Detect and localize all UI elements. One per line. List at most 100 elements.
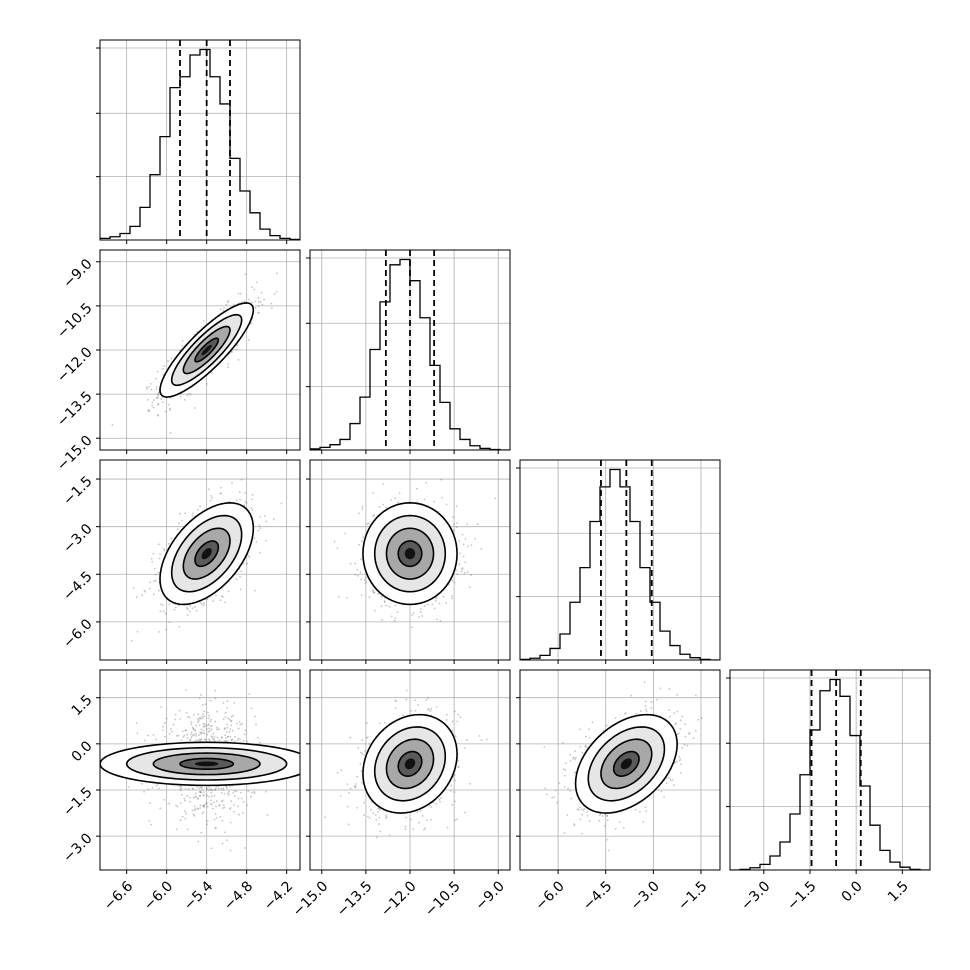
scatter-point bbox=[463, 747, 466, 749]
scatter-point bbox=[152, 593, 155, 596]
scatter-point bbox=[233, 701, 236, 704]
scatter-point bbox=[558, 782, 561, 785]
scatter-point bbox=[208, 795, 210, 798]
scatter-point bbox=[244, 492, 246, 494]
scatter-point bbox=[372, 812, 375, 815]
scatter-point bbox=[191, 809, 194, 812]
scatter-point bbox=[197, 798, 200, 800]
scatter-point bbox=[243, 739, 245, 742]
scatter-point bbox=[179, 788, 182, 791]
scatter-point bbox=[356, 806, 359, 809]
scatter-point bbox=[455, 569, 457, 572]
scatter-point bbox=[458, 563, 461, 565]
scatter-point bbox=[383, 601, 386, 604]
contour-line bbox=[182, 527, 231, 580]
scatter-point bbox=[210, 371, 213, 374]
scatter-point bbox=[216, 726, 218, 729]
scatter-point bbox=[412, 827, 415, 830]
scatter-point bbox=[206, 711, 209, 714]
scatter-point bbox=[202, 604, 205, 607]
scatter-panel-0-2 bbox=[96, 459, 301, 664]
scatter-point bbox=[226, 723, 228, 726]
scatter-point bbox=[197, 797, 200, 800]
scatter-point bbox=[179, 785, 181, 788]
scatter-point bbox=[494, 497, 497, 500]
scatter-point bbox=[465, 739, 468, 742]
scatter-point bbox=[192, 727, 195, 730]
scatter-point bbox=[224, 734, 227, 736]
scatter-point bbox=[198, 717, 201, 720]
scatter-point bbox=[205, 801, 208, 804]
scatter-point bbox=[230, 719, 233, 722]
scatter-point bbox=[207, 730, 210, 733]
scatter-point bbox=[226, 726, 229, 729]
scatter-point bbox=[219, 492, 222, 495]
scatter-point bbox=[401, 714, 404, 717]
scatter-point bbox=[379, 830, 382, 833]
scatter-point bbox=[427, 697, 430, 700]
scatter-point bbox=[229, 728, 232, 731]
scatter-point bbox=[419, 608, 422, 611]
scatter-point bbox=[222, 718, 225, 721]
scatter-point bbox=[265, 520, 268, 523]
scatter-point bbox=[347, 823, 350, 826]
scatter-point bbox=[135, 722, 138, 724]
scatter-point bbox=[235, 790, 238, 793]
scatter-point bbox=[445, 713, 448, 716]
scatter-point bbox=[574, 771, 576, 774]
scatter-point bbox=[229, 849, 232, 852]
scatter-point bbox=[188, 392, 191, 395]
scatter-point bbox=[453, 581, 456, 584]
scatter-point bbox=[216, 728, 219, 731]
scatter-point bbox=[414, 709, 417, 712]
scatter-point bbox=[194, 729, 196, 732]
scatter-point bbox=[210, 799, 213, 802]
scatter-point bbox=[445, 602, 448, 604]
scatter-point bbox=[445, 503, 448, 506]
scatter-point bbox=[192, 734, 194, 737]
scatter-point bbox=[573, 824, 576, 827]
scatter-point bbox=[394, 699, 397, 702]
scatter-point bbox=[197, 739, 199, 742]
scatter-point bbox=[247, 298, 250, 301]
scatter-point bbox=[239, 588, 242, 591]
scatter-point bbox=[434, 597, 437, 600]
scatter-point bbox=[147, 410, 149, 412]
scatter-point bbox=[458, 765, 460, 768]
scatter-point bbox=[213, 794, 216, 797]
scatter-point bbox=[226, 839, 228, 842]
scatter-point bbox=[226, 740, 229, 743]
scatter-point bbox=[200, 603, 203, 605]
scatter-point bbox=[210, 847, 213, 850]
scatter-point bbox=[438, 602, 441, 605]
scatter-point bbox=[203, 794, 206, 797]
scatter-point bbox=[225, 785, 228, 788]
scatter-point bbox=[169, 409, 172, 411]
scatter-point bbox=[151, 786, 154, 789]
scatter-point bbox=[423, 498, 426, 501]
scatter-point bbox=[186, 607, 188, 609]
scatter-point bbox=[197, 718, 199, 721]
scatter-point bbox=[130, 639, 133, 642]
scatter-point bbox=[150, 823, 153, 826]
scatter-point bbox=[157, 403, 160, 405]
contour-line bbox=[194, 337, 220, 363]
scatter-point bbox=[378, 816, 381, 819]
scatter-point bbox=[199, 601, 202, 604]
scatter-point bbox=[382, 503, 385, 506]
scatter-point bbox=[688, 733, 690, 735]
scatter-point bbox=[347, 791, 350, 794]
scatter-point bbox=[155, 738, 158, 741]
scatter-point bbox=[212, 738, 215, 740]
scatter-point bbox=[254, 715, 257, 718]
scatter-point bbox=[256, 281, 258, 284]
scatter-point bbox=[251, 509, 254, 511]
scatter-point bbox=[215, 805, 218, 808]
scatter-point bbox=[200, 717, 203, 720]
scatter-point bbox=[245, 502, 248, 504]
scatter-point bbox=[220, 308, 222, 310]
scatter-point bbox=[215, 826, 217, 829]
scatter-point bbox=[206, 819, 209, 822]
scatter-point bbox=[257, 300, 260, 303]
contour-line bbox=[170, 313, 243, 387]
